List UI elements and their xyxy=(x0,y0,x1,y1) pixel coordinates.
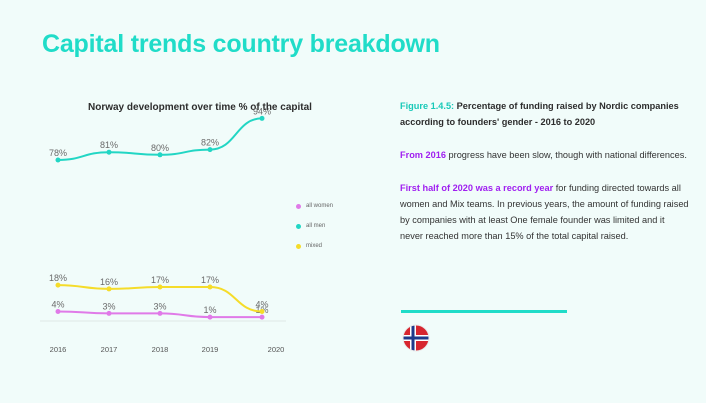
legend-swatch-all-women xyxy=(296,203,301,209)
legend-item-all-men: all men xyxy=(296,216,333,236)
x-tick-label: 2016 xyxy=(50,345,67,354)
highlight-from-2016: From 2016 xyxy=(400,150,446,160)
data-label-all-women: 3% xyxy=(102,301,115,311)
data-point-all-men xyxy=(157,152,163,158)
data-label-all-men: 94% xyxy=(253,106,271,116)
data-point-mixed xyxy=(157,284,163,290)
data-point-all-men xyxy=(55,157,61,163)
legend-item-all-women: all women xyxy=(296,196,333,216)
divider-line xyxy=(401,310,567,313)
data-label-all-men: 81% xyxy=(100,140,118,150)
paragraph-progress: From 2016 progress have been slow, thoug… xyxy=(400,147,690,163)
paragraph-record: First half of 2020 was a record year for… xyxy=(400,180,690,244)
data-label-mixed: 17% xyxy=(201,275,219,285)
data-label-all-women: 4% xyxy=(51,299,64,309)
data-point-all-men xyxy=(259,115,265,121)
description-panel: Figure 1.4.5: Percentage of funding rais… xyxy=(400,98,690,261)
data-point-mixed xyxy=(55,282,61,288)
figure-label: Figure 1.4.5: xyxy=(400,101,455,111)
legend-swatch-mixed xyxy=(296,243,301,249)
data-point-all-women xyxy=(157,310,163,316)
x-tick-label: 2017 xyxy=(101,345,118,354)
data-label-all-men: 78% xyxy=(49,148,67,158)
data-label-all-men: 82% xyxy=(201,138,219,148)
x-tick-label: 2019 xyxy=(202,345,219,354)
data-point-all-men xyxy=(106,149,112,155)
norway-flag-icon xyxy=(402,324,430,352)
data-label-mixed: 16% xyxy=(100,277,118,287)
data-label-mixed: 4% xyxy=(255,299,268,309)
data-point-mixed xyxy=(259,308,265,314)
data-label-mixed: 18% xyxy=(49,273,67,283)
legend-label-all-men: all men xyxy=(306,223,326,229)
x-tick-label: 2020 xyxy=(268,345,285,354)
paragraph-record-text: for funding directed towards all women a… xyxy=(400,183,689,241)
figure-caption: Figure 1.4.5: Percentage of funding rais… xyxy=(400,98,690,130)
data-point-all-women xyxy=(106,310,112,316)
data-point-mixed xyxy=(207,284,213,290)
legend-swatch-all-men xyxy=(296,223,301,229)
page-title: Capital trends country breakdown xyxy=(42,30,440,58)
figure-caption-text: Percentage of funding raised by Nordic c… xyxy=(400,101,679,127)
data-label-all-men: 80% xyxy=(151,143,169,153)
legend-item-mixed: mixed xyxy=(296,236,333,256)
data-point-all-women xyxy=(55,308,61,314)
data-point-all-men xyxy=(207,147,213,153)
legend-label-all-women: all women xyxy=(306,203,334,209)
data-point-all-women xyxy=(207,314,213,320)
highlight-record-year: First half of 2020 was a record year xyxy=(400,183,554,193)
data-label-mixed: 17% xyxy=(151,275,169,285)
data-point-all-women xyxy=(259,314,265,320)
data-point-mixed xyxy=(106,286,112,292)
paragraph-progress-text: progress have been slow, though with nat… xyxy=(445,150,687,160)
chart-legend: all women all men mixed xyxy=(296,196,333,256)
x-tick-label: 2018 xyxy=(152,345,169,354)
data-label-all-women: 3% xyxy=(153,301,166,311)
chart-title: Norway development over time % of the ca… xyxy=(88,102,312,113)
legend-label-mixed: mixed xyxy=(306,243,323,249)
data-label-all-women: 1% xyxy=(203,305,216,315)
